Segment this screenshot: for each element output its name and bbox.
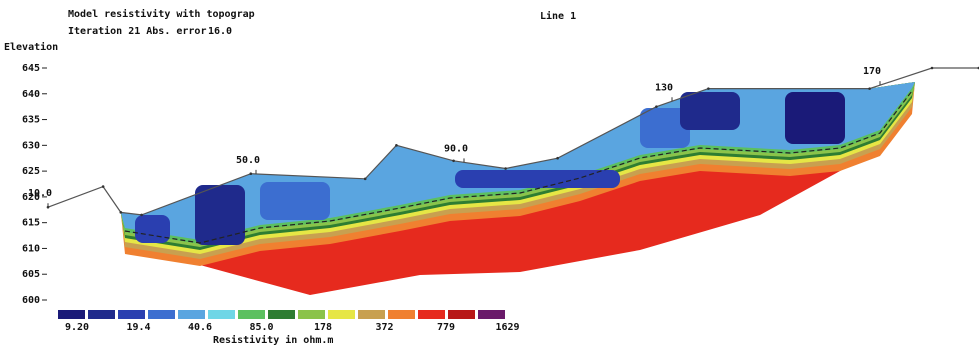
- colorbar-swatch: [268, 310, 295, 319]
- resistivity-block: [455, 170, 620, 188]
- colorbar-swatch: [208, 310, 235, 319]
- colorbar-label: 19.4: [126, 322, 150, 333]
- y-tick-label: 630: [22, 140, 40, 151]
- colorbar-title: Resistivity in ohm.m: [213, 334, 333, 346]
- y-tick-label: 610: [22, 243, 40, 254]
- colorbar-label: 1629: [495, 322, 519, 333]
- colorbar-label: 40.6: [188, 322, 212, 333]
- topography-point: [120, 211, 123, 214]
- colorbar-swatch: [418, 310, 445, 319]
- topography-point: [140, 214, 143, 217]
- abs-error: 16.0: [208, 26, 232, 37]
- y-tick-label: 640: [22, 89, 40, 100]
- colorbar-label: 9.20: [65, 322, 89, 333]
- y-axis-label: Elevation: [4, 41, 58, 53]
- colorbar-label: 372: [375, 322, 393, 333]
- colorbar-label: 85.0: [249, 322, 273, 333]
- y-tick-label: 600: [22, 295, 40, 306]
- resistivity-block: [785, 92, 845, 144]
- topography-point: [556, 157, 559, 160]
- resistivity-block: [195, 185, 245, 245]
- topography-point: [655, 105, 658, 108]
- distance-label: 170: [863, 66, 881, 77]
- topography-point: [868, 87, 871, 90]
- y-tick-label: 645: [22, 63, 40, 74]
- resistivity-block: [135, 215, 170, 243]
- colorbar-swatch: [298, 310, 325, 319]
- y-tick-label: 635: [22, 115, 40, 126]
- colorbar-swatch: [88, 310, 115, 319]
- topography-point: [395, 144, 398, 147]
- topography-point: [504, 167, 507, 170]
- resistivity-block: [680, 92, 740, 130]
- chart: Model resistivity with topograp Iteratio…: [0, 0, 979, 346]
- colorbar-swatch: [58, 310, 85, 319]
- topography-point: [102, 185, 105, 188]
- colorbar-swatch: [478, 310, 505, 319]
- distance-label: 10.0: [28, 188, 52, 199]
- topography-point: [707, 87, 710, 90]
- colorbar-swatch: [238, 310, 265, 319]
- colorbar-swatch: [388, 310, 415, 319]
- colorbar-swatch: [118, 310, 145, 319]
- colorbar-swatch: [328, 310, 355, 319]
- colorbar-swatch: [358, 310, 385, 319]
- chart-title: Model resistivity with topograp: [68, 8, 255, 20]
- line-label: Line 1: [540, 10, 576, 22]
- distance-label: 130: [655, 82, 673, 93]
- colorbar-label: 178: [314, 322, 332, 333]
- topography-point: [250, 172, 253, 175]
- y-tick-label: 615: [22, 218, 40, 229]
- resistivity-block: [260, 182, 330, 220]
- topography-point: [364, 178, 367, 181]
- y-tick-label: 605: [22, 269, 40, 280]
- distance-label: 90.0: [444, 143, 468, 154]
- topography-point: [452, 160, 455, 163]
- colorbar-swatch: [148, 310, 175, 319]
- colorbar-swatch: [178, 310, 205, 319]
- distance-label: 50.0: [236, 155, 260, 166]
- y-tick-label: 625: [22, 166, 40, 177]
- colorbar-label: 779: [437, 322, 455, 333]
- section: [121, 82, 915, 295]
- topography-point: [931, 67, 934, 70]
- chart-subtitle: Iteration 21 Abs. error: [68, 25, 206, 37]
- colorbar-swatch: [448, 310, 475, 319]
